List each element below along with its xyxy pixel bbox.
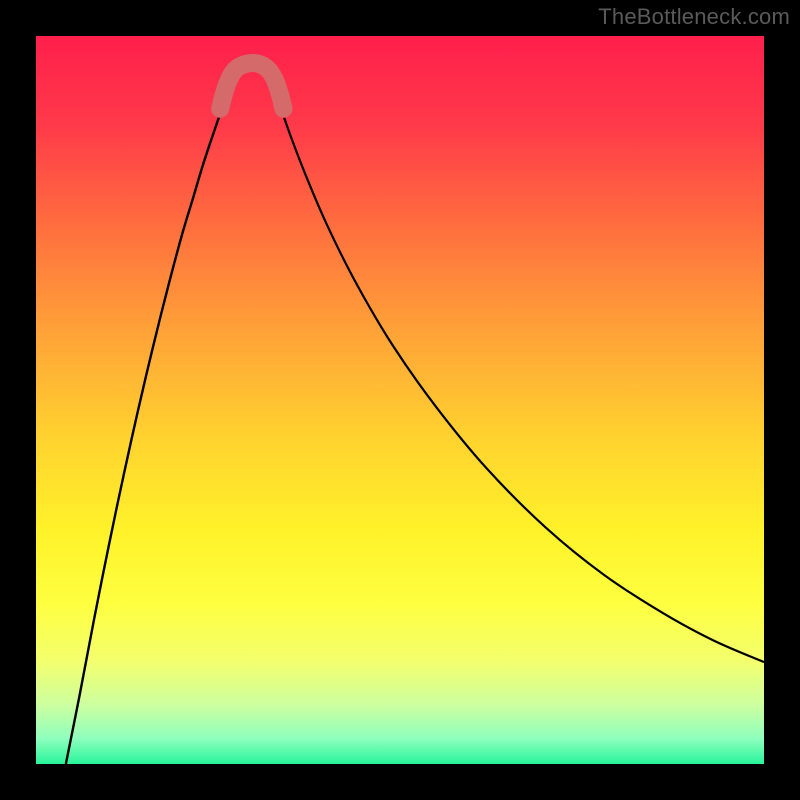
chart-background (36, 36, 764, 764)
watermark-text: TheBottleneck.com (598, 4, 790, 30)
bottleneck-chart (0, 0, 800, 800)
